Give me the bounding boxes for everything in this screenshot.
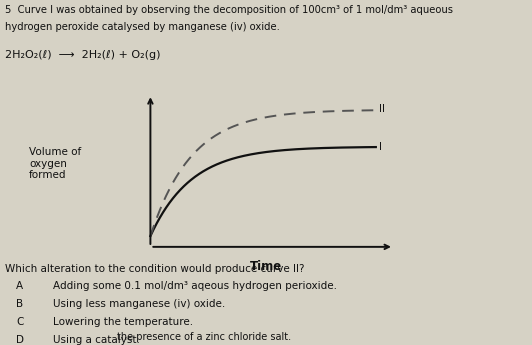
Text: Volume of
oxygen
formed: Volume of oxygen formed bbox=[29, 147, 81, 180]
Text: Which alteration to the condition would produce curve II?: Which alteration to the condition would … bbox=[5, 264, 305, 274]
Text: 2H₂O₂(ℓ)  ⟶  2H₂(ℓ) + O₂(g): 2H₂O₂(ℓ) ⟶ 2H₂(ℓ) + O₂(g) bbox=[5, 50, 161, 60]
Text: B: B bbox=[16, 299, 23, 309]
Text: Adding some 0.1 mol/dm³ aqeous hydrogen perioxide.: Adding some 0.1 mol/dm³ aqeous hydrogen … bbox=[53, 281, 337, 291]
Text: I: I bbox=[379, 142, 382, 152]
Text: II: II bbox=[379, 104, 385, 114]
Text: D: D bbox=[16, 335, 24, 345]
Text: Using a catalyst.: Using a catalyst. bbox=[53, 335, 140, 345]
Text: A: A bbox=[16, 281, 23, 291]
Text: the presence of a zinc chloride salt.: the presence of a zinc chloride salt. bbox=[117, 332, 291, 342]
Text: Time: Time bbox=[250, 260, 282, 274]
Text: Using less manganese (iv) oxide.: Using less manganese (iv) oxide. bbox=[53, 299, 226, 309]
Text: C: C bbox=[16, 317, 23, 327]
Text: Lowering the temperature.: Lowering the temperature. bbox=[53, 317, 193, 327]
Text: hydrogen peroxide catalysed by manganese (iv) oxide.: hydrogen peroxide catalysed by manganese… bbox=[5, 22, 280, 32]
Text: 5  Curve I was obtained by observing the decomposition of 100cm³ of 1 mol/dm³ aq: 5 Curve I was obtained by observing the … bbox=[5, 5, 453, 15]
